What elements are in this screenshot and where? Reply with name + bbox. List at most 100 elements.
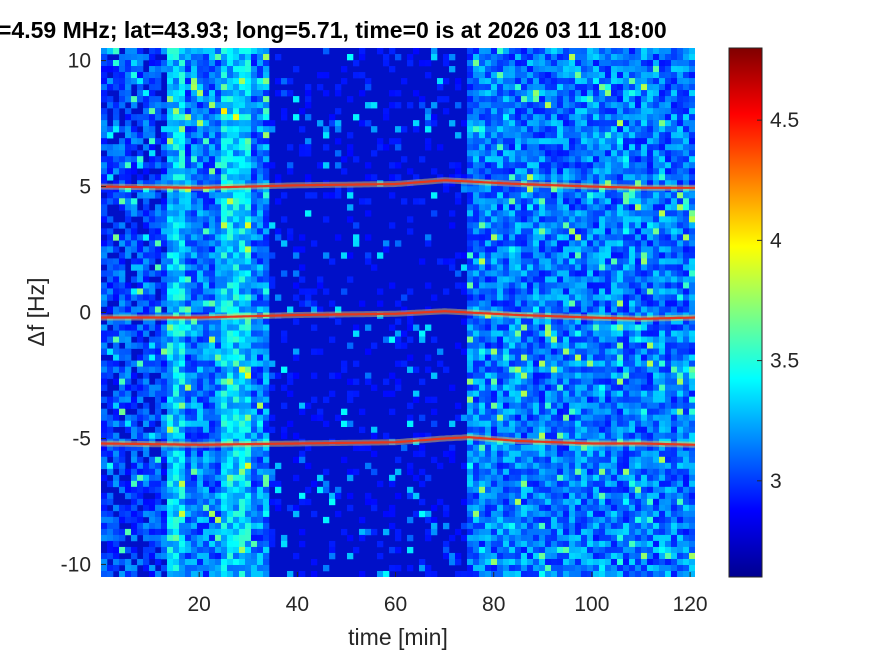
heatmap-cell [521, 390, 528, 397]
heatmap-cell [611, 282, 618, 289]
heatmap-cell [161, 312, 168, 319]
heatmap-cell [599, 180, 606, 187]
heatmap-cell [449, 210, 456, 217]
heatmap-cell [581, 330, 588, 337]
heatmap-cell [311, 306, 318, 313]
heatmap-cell [611, 420, 618, 428]
heatmap-cell [323, 126, 330, 133]
heatmap-cell [563, 360, 570, 367]
heatmap-cell [395, 138, 402, 145]
heatmap-cell [257, 462, 264, 470]
heatmap-cell [215, 264, 222, 271]
heatmap-cell [455, 168, 462, 175]
heatmap-cell [143, 444, 150, 452]
heatmap-cell [383, 570, 390, 577]
heatmap-cell [575, 360, 582, 367]
heatmap-cell [491, 516, 498, 524]
heatmap-cell [257, 420, 264, 428]
heatmap-cell [251, 246, 258, 253]
heatmap-cell [563, 258, 570, 265]
heatmap-cell [575, 288, 582, 295]
heatmap-cell [473, 282, 480, 289]
heatmap-cell [557, 366, 564, 373]
heatmap-cell [257, 408, 264, 415]
heatmap-cell [113, 186, 120, 193]
heatmap-cell [599, 306, 606, 313]
heatmap-cell [509, 420, 516, 428]
heatmap-cell [593, 282, 600, 289]
heatmap-cell [185, 264, 192, 271]
heatmap-cell [191, 402, 198, 409]
heatmap-cell [167, 450, 174, 458]
heatmap-cell [167, 330, 174, 337]
heatmap-cell [479, 318, 486, 325]
heatmap-cell [575, 210, 582, 217]
heatmap-cell [515, 228, 522, 235]
heatmap-cell [551, 84, 558, 91]
heatmap-cell [581, 72, 588, 79]
heatmap-cell [227, 426, 234, 434]
heatmap-cell [233, 366, 240, 373]
heatmap-cell [209, 564, 216, 572]
heatmap-cell [101, 270, 108, 277]
heatmap-cell [407, 318, 414, 325]
heatmap-cell [149, 528, 156, 536]
heatmap-cell [551, 288, 558, 295]
heatmap-cell [473, 546, 480, 554]
heatmap-cell [173, 486, 180, 494]
heatmap-cell [137, 456, 144, 464]
heatmap-cell [137, 294, 144, 301]
heatmap-cell [587, 462, 594, 470]
heatmap-cell [137, 462, 144, 470]
heatmap-cell [185, 492, 192, 500]
heatmap-cell [155, 354, 162, 361]
heatmap-cell [593, 180, 600, 187]
heatmap-cell [569, 402, 576, 409]
heatmap-cell [263, 456, 270, 464]
heatmap-cell [419, 510, 426, 518]
heatmap-cell [149, 234, 156, 241]
heatmap-cell [143, 234, 150, 241]
heatmap-cell [527, 54, 534, 61]
heatmap-cell [251, 60, 258, 67]
heatmap-cell [467, 228, 474, 235]
heatmap-cell [173, 294, 180, 301]
heatmap-cell [551, 54, 558, 61]
heatmap-cell [545, 84, 552, 91]
heatmap-cell [539, 234, 546, 241]
heatmap-cell [119, 510, 126, 518]
heatmap-cell [173, 414, 180, 421]
heatmap-cell [197, 462, 204, 470]
heatmap-cell [215, 546, 222, 554]
heatmap-cell [173, 72, 180, 79]
heatmap-cell [227, 216, 234, 223]
heatmap-cell [353, 468, 360, 476]
heatmap-cell [563, 366, 570, 373]
heatmap-cell [509, 492, 516, 500]
heatmap-cell [557, 396, 564, 403]
heatmap-cell [533, 540, 540, 548]
heatmap-cell [179, 156, 186, 163]
heatmap-cell [581, 414, 588, 421]
heatmap-cell [227, 90, 234, 97]
heatmap-cell [539, 54, 546, 61]
heatmap-cell [185, 240, 192, 247]
heatmap-cell [185, 498, 192, 506]
heatmap-cell [167, 276, 174, 283]
heatmap-cell [305, 288, 312, 295]
heatmap-cell [215, 402, 222, 409]
heatmap-cell [527, 372, 534, 379]
heatmap-cell [239, 558, 246, 566]
heatmap-cell [197, 252, 204, 259]
heatmap-cell [155, 252, 162, 259]
heatmap-cell [263, 438, 270, 446]
heatmap-cell [149, 564, 156, 572]
heatmap-cell [257, 84, 264, 91]
heatmap-cell [191, 444, 198, 452]
heatmap-cell [245, 270, 252, 277]
heatmap-cell [257, 306, 264, 313]
heatmap-cell [575, 192, 582, 199]
heatmap-cell [173, 78, 180, 85]
heatmap-cell [107, 420, 114, 428]
heatmap-cell [143, 258, 150, 265]
